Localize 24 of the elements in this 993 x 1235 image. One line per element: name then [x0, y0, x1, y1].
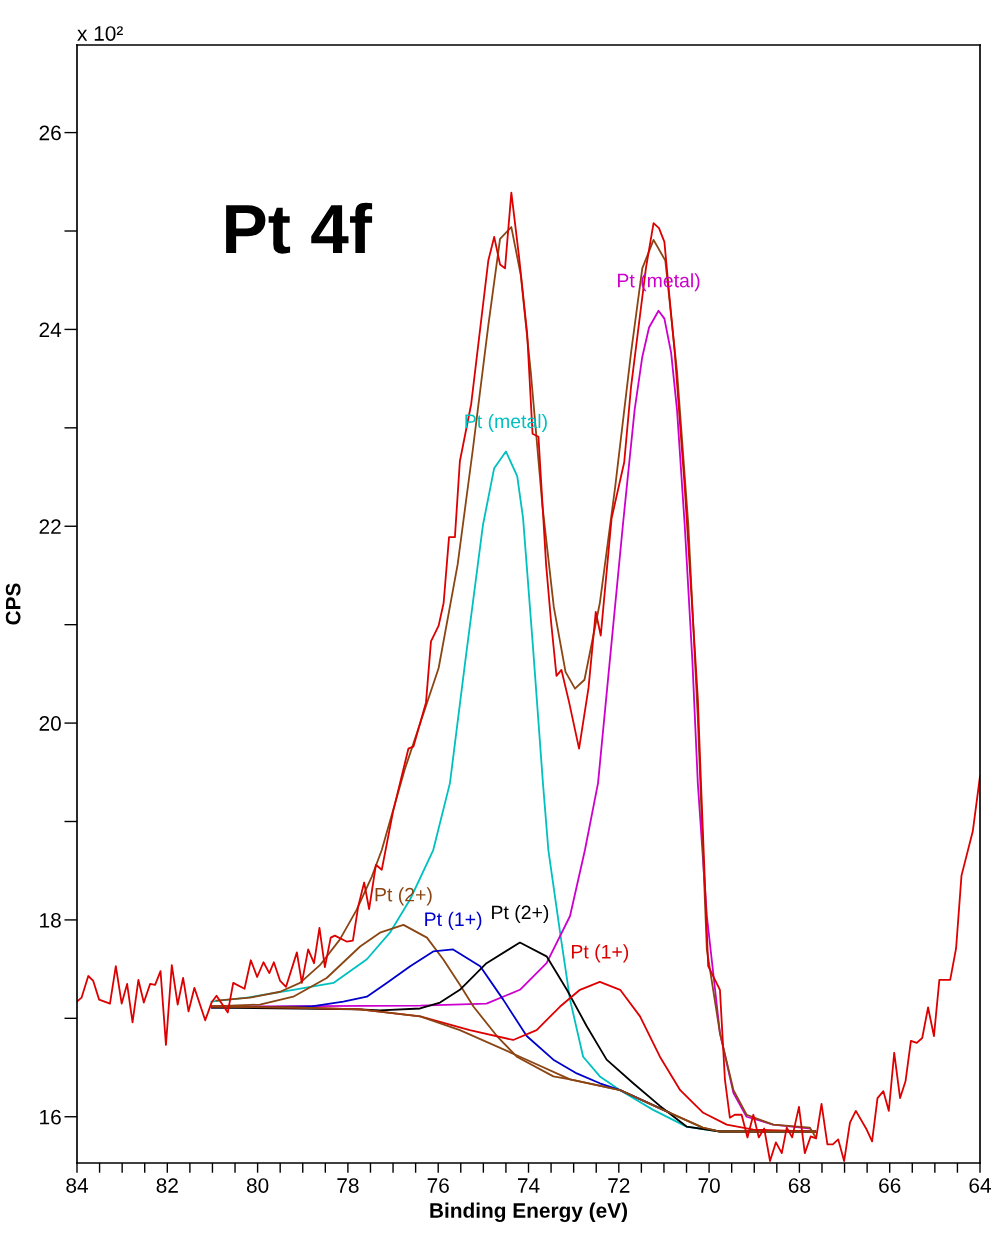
series-label: Pt (1+) — [425, 911, 482, 930]
x-tick-label: 76 — [427, 1178, 449, 1193]
x-tick-label: 70 — [698, 1178, 720, 1193]
x-tick-label: 64 — [969, 1178, 991, 1193]
x-axis-title: Binding Energy (eV) — [430, 1202, 628, 1223]
text: x 10² — [77, 26, 123, 41]
x-tick-label: 68 — [788, 1178, 811, 1193]
series-label: Pt (2+) — [492, 904, 549, 924]
y-tick-label: 22 — [39, 519, 61, 534]
x-tick-label: 82 — [156, 1178, 178, 1193]
x-tick-label: 66 — [879, 1178, 901, 1193]
x-tick-label: 80 — [246, 1178, 269, 1193]
x-tick-label: 84 — [66, 1178, 88, 1193]
y-tick-label: 16 — [40, 1109, 61, 1125]
x-tick-label: 74 — [517, 1178, 540, 1193]
x-tick-label: 78 — [337, 1178, 359, 1193]
y-tick-label: 18 — [40, 912, 61, 928]
x-tick-label: 72 — [608, 1178, 630, 1193]
series-label: Pt (1+) — [571, 944, 629, 963]
y-tick-label: 24 — [39, 322, 62, 337]
text: Pt 4f — [226, 202, 373, 254]
y-axis-title: CPS — [5, 583, 21, 625]
y-tick-label: 26 — [39, 125, 61, 141]
y-tick-label: 20 — [39, 716, 61, 731]
